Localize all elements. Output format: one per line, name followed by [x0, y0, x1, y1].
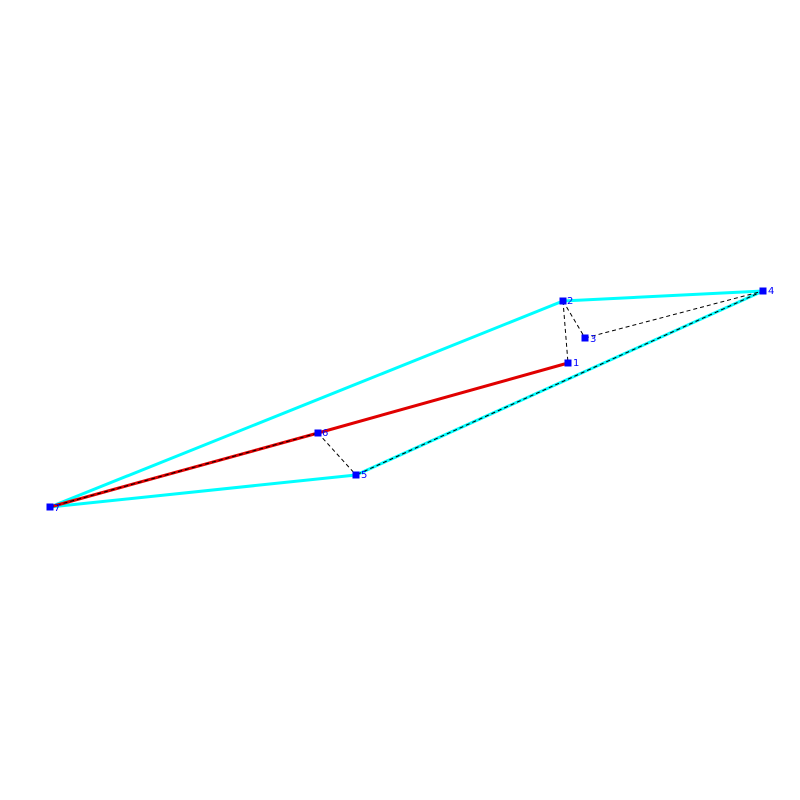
dashed-edge [562, 300, 569, 364]
node [759, 287, 767, 295]
node-label: 1 [573, 358, 579, 369]
node-label: 7 [54, 503, 60, 514]
dashed-edge [317, 432, 357, 476]
dashed-edge [49, 432, 319, 508]
node-label: 2 [567, 296, 573, 307]
dashed-edge [562, 300, 586, 339]
node [559, 297, 567, 305]
path-edge [49, 431, 319, 509]
hull-edge [49, 473, 357, 509]
node-label: 5 [361, 470, 367, 481]
dashed-edges [49, 290, 764, 508]
node [352, 471, 360, 479]
node [564, 359, 572, 367]
node [314, 429, 322, 437]
node [46, 503, 54, 511]
dashed-edge [355, 290, 764, 476]
hull-edge [562, 289, 764, 303]
nodes: 1 2 3 4 5 6 7 [46, 286, 774, 514]
node-label: 3 [590, 334, 596, 345]
dashed-edge [584, 290, 764, 339]
node-label: 4 [768, 286, 774, 297]
node-label: 6 [322, 428, 328, 439]
node [581, 334, 589, 342]
path-edge [317, 361, 569, 435]
hull-edge [49, 299, 564, 509]
hull-edges [49, 289, 764, 509]
